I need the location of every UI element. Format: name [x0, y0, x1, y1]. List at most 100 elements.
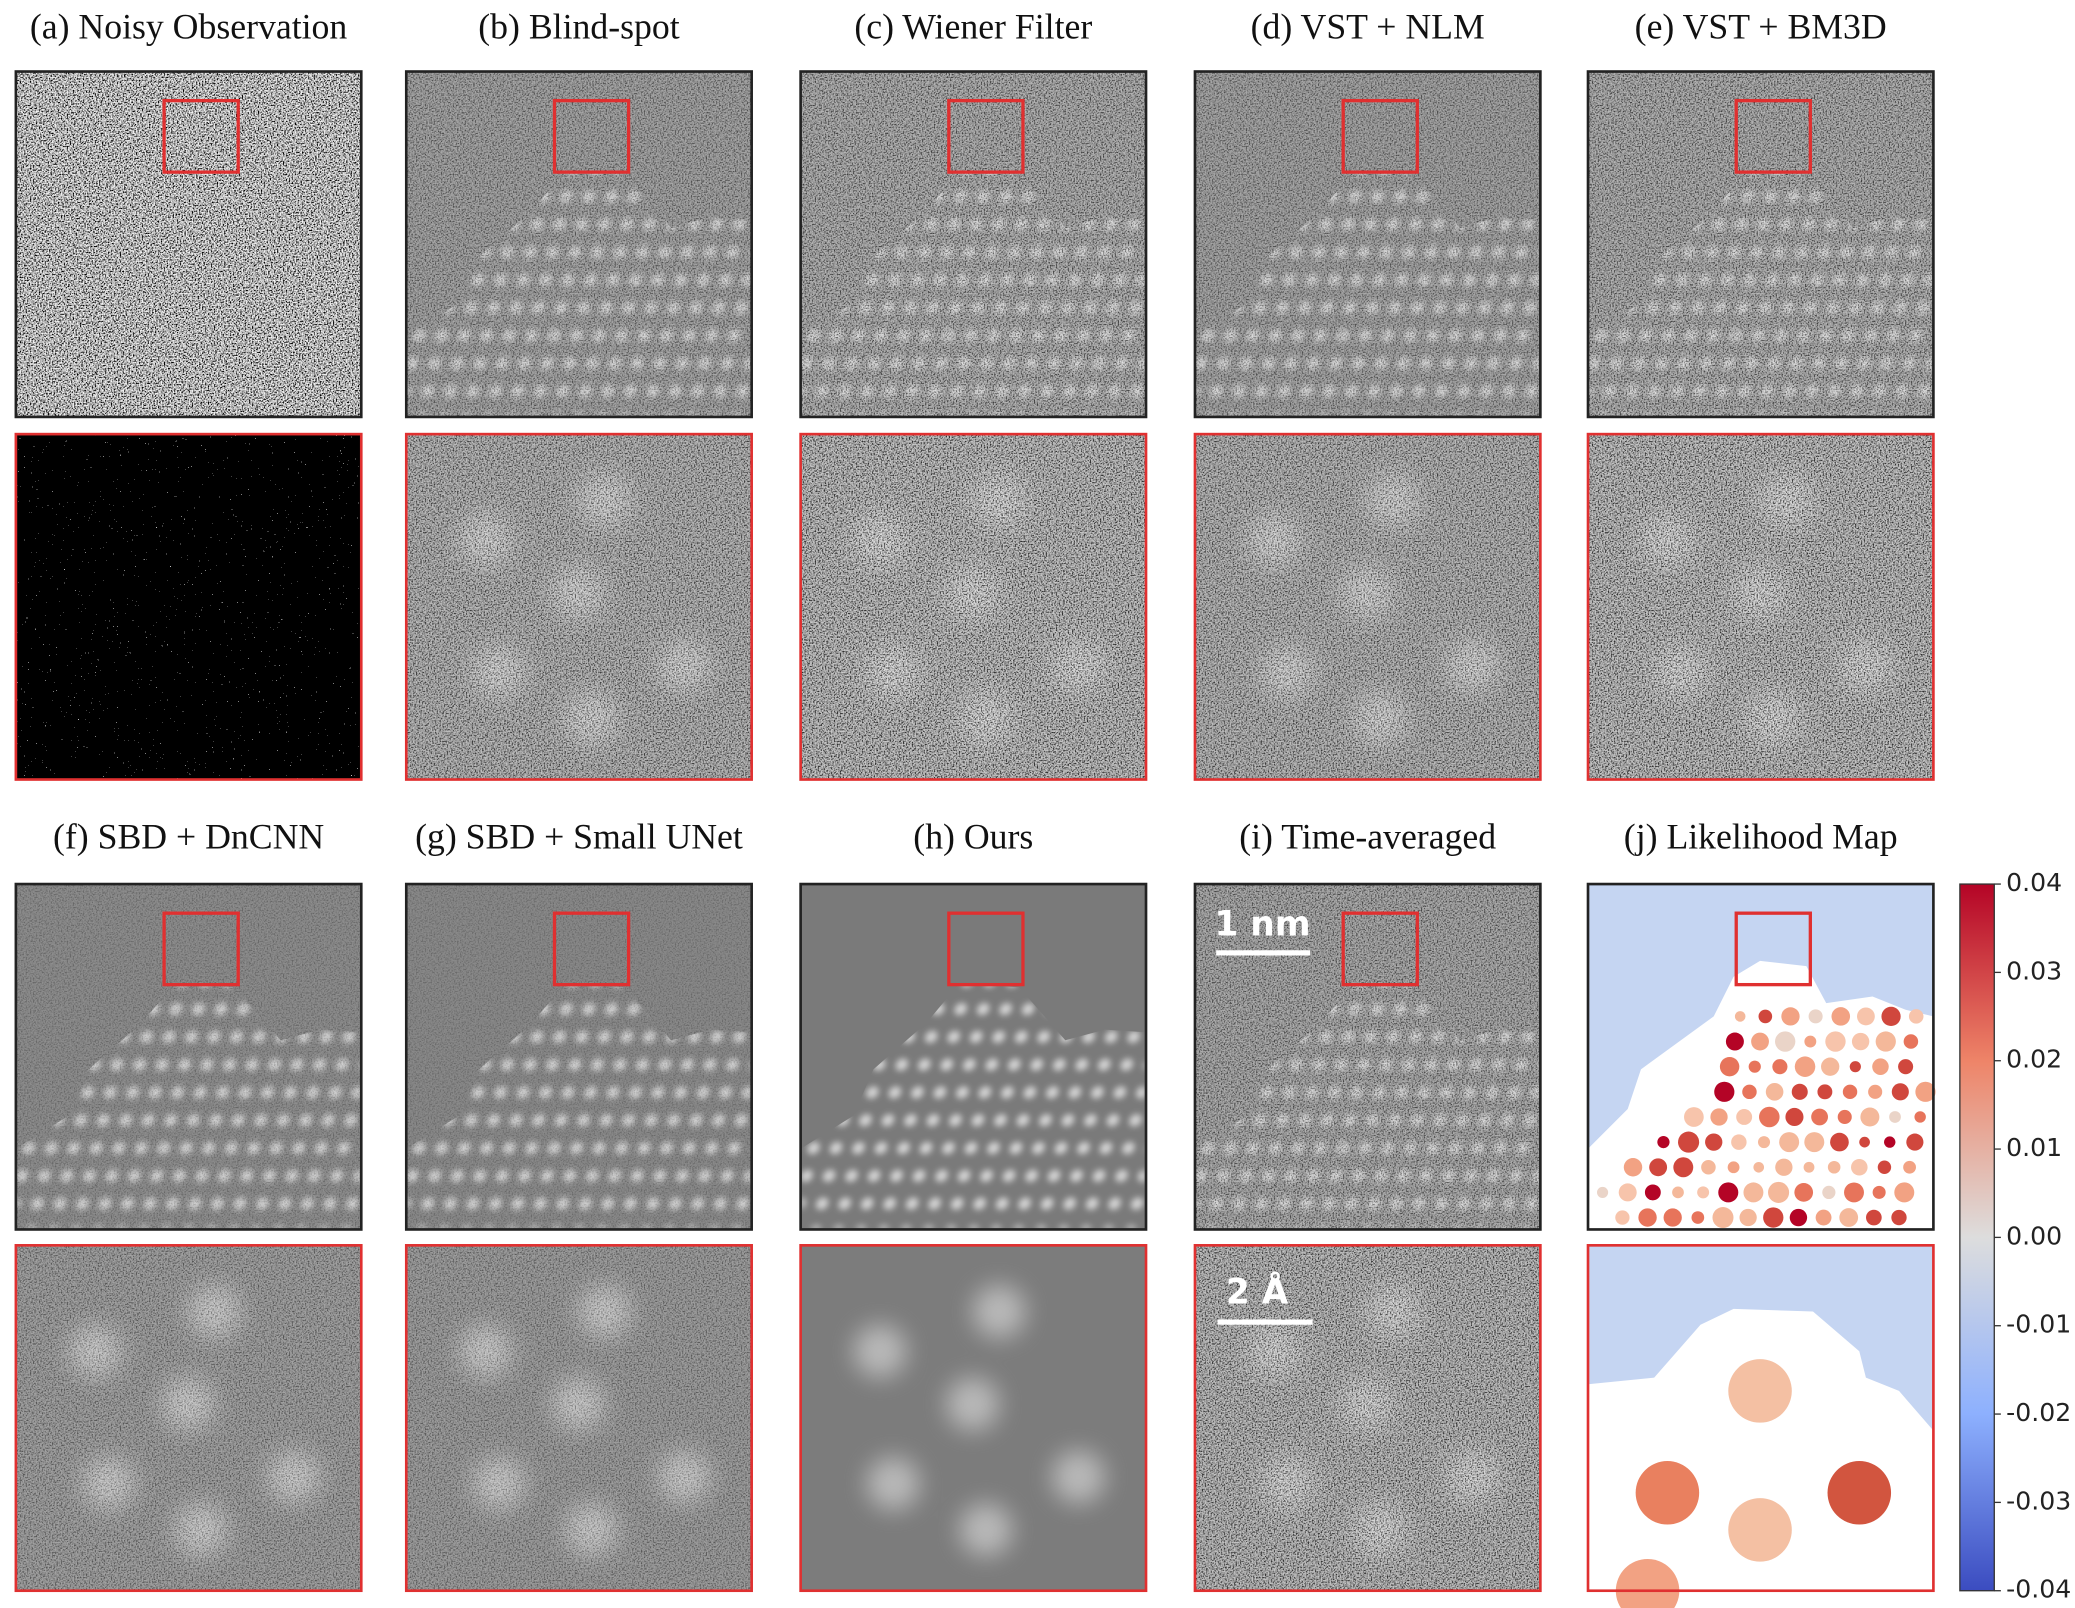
atom: [1822, 1185, 1836, 1200]
scale-bar-label: 2 Å: [1226, 1272, 1289, 1313]
frame: [404, 70, 753, 419]
panel-title: (b) Blind-spot: [478, 6, 679, 46]
atom: [1891, 1083, 1909, 1101]
noise: [406, 884, 752, 1230]
atom: [1725, 1032, 1744, 1051]
frame: [14, 432, 363, 781]
atom: [1758, 1009, 1773, 1024]
atom: [1701, 1159, 1716, 1175]
atom: [959, 1503, 1013, 1557]
atom: [1663, 1208, 1682, 1227]
atom: [1906, 1133, 1924, 1151]
atom: [1842, 1084, 1858, 1100]
atom: [1825, 1031, 1846, 1052]
atom: [1804, 1132, 1825, 1153]
noise: [800, 434, 1147, 780]
noise: [1194, 434, 1541, 780]
atom: [1731, 1134, 1747, 1150]
tick-label: 0.04: [2006, 868, 2062, 897]
tick-label: -0.04: [2006, 1575, 2071, 1604]
panel-image: [799, 882, 1148, 1231]
atom: [1789, 1208, 1808, 1227]
frame: [1586, 70, 1935, 419]
atom: [1768, 1181, 1790, 1203]
panel-title: (i) Time-averaged: [1239, 816, 1496, 856]
atom: [1821, 1057, 1840, 1076]
atom: [1672, 1186, 1684, 1199]
zoom-box: [947, 911, 1025, 987]
atom: [1859, 1136, 1870, 1148]
zoom-image: [1193, 432, 1542, 781]
atom: [1779, 1132, 1800, 1153]
zoom-box: [947, 98, 1025, 174]
tick-label: -0.01: [2006, 1310, 2071, 1339]
noise: [1194, 71, 1541, 417]
atom: [1903, 1160, 1916, 1174]
zoom-box: [162, 98, 240, 174]
tick-label: 0.03: [2006, 956, 2062, 985]
atom: [1889, 1111, 1901, 1123]
panel-title: (f) SBD + DnCNN: [53, 816, 324, 856]
zoom-image: [799, 1244, 1148, 1593]
frame: [1193, 882, 1542, 1231]
atom: [1898, 1059, 1914, 1075]
panel-image: [14, 882, 363, 1231]
atom: [1830, 1132, 1849, 1152]
frame: [404, 432, 753, 781]
atom: [1772, 1059, 1788, 1075]
atom: [1894, 1182, 1915, 1203]
frame: [404, 882, 753, 1231]
noise: [1588, 71, 1934, 417]
atom: [1856, 1007, 1875, 1026]
frame: [799, 1244, 1148, 1593]
atom: [1775, 1031, 1796, 1052]
atom: [1718, 1182, 1739, 1203]
atom: [1803, 1161, 1815, 1173]
atom: [1875, 1031, 1896, 1052]
atom: [1714, 1081, 1735, 1102]
atom: [1728, 1359, 1792, 1423]
noise: [15, 434, 362, 780]
zoom-image: [404, 1244, 753, 1593]
zoom-image: [14, 432, 363, 781]
noise: [1588, 434, 1934, 780]
atom: [972, 1285, 1026, 1338]
atom: [1884, 1136, 1896, 1148]
panel-title: (e) VST + BM3D: [1635, 6, 1887, 46]
atom: [1831, 1007, 1851, 1026]
atom: [1623, 1158, 1643, 1177]
noise: [1194, 1245, 1541, 1591]
panel-title: (d) VST + NLM: [1251, 6, 1485, 46]
atom: [1719, 1056, 1740, 1077]
atom: [866, 1457, 920, 1511]
atom: [946, 1377, 1000, 1431]
noise: [406, 1245, 752, 1591]
noise: [15, 71, 362, 417]
atom: [1860, 1107, 1880, 1127]
tick-label: -0.02: [2006, 1398, 2071, 1427]
noise: [15, 1245, 362, 1591]
atom: [1684, 1107, 1704, 1127]
noise: [800, 71, 1147, 417]
frame: [14, 70, 363, 419]
atom: [1635, 1461, 1700, 1525]
atom: [1785, 1107, 1804, 1127]
frame: [1193, 432, 1542, 781]
zoom-box: [1341, 98, 1419, 174]
atom: [1757, 1136, 1771, 1149]
atom: [1881, 1006, 1901, 1027]
atom: [1736, 1109, 1753, 1125]
atom: [1839, 1208, 1859, 1227]
atom: [1872, 1185, 1886, 1199]
atom: [1811, 1108, 1828, 1126]
panel-image: [799, 70, 1148, 419]
atom: [1638, 1208, 1657, 1227]
atom: [1837, 1109, 1852, 1125]
frame: [1586, 432, 1935, 781]
atom: [1727, 1161, 1740, 1174]
atom: [1759, 1106, 1780, 1128]
zoom-image: [1193, 1244, 1542, 1593]
atom: [1903, 1034, 1919, 1049]
atom: [1739, 1208, 1757, 1227]
